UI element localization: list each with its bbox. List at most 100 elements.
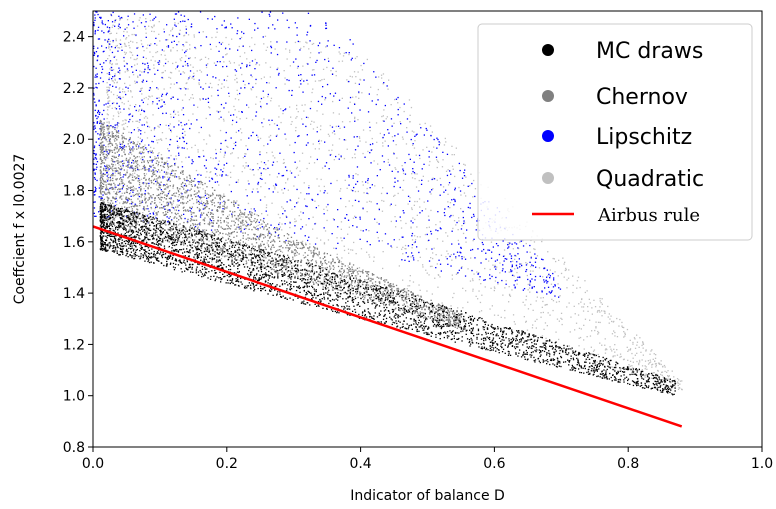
data-point <box>165 202 168 204</box>
data-point <box>325 206 328 208</box>
data-point <box>187 189 189 191</box>
data-point <box>626 346 628 348</box>
data-point <box>411 252 413 254</box>
data-point <box>250 238 252 240</box>
data-point <box>220 142 222 145</box>
data-point <box>316 110 318 112</box>
data-point <box>144 70 146 72</box>
data-point <box>319 269 322 272</box>
data-point <box>288 234 290 236</box>
data-point <box>250 251 252 253</box>
data-point <box>318 251 320 253</box>
data-point <box>293 243 296 245</box>
data-point <box>275 261 277 263</box>
data-point <box>245 153 247 155</box>
data-point <box>198 156 200 158</box>
data-point <box>322 267 324 269</box>
data-point <box>248 18 250 20</box>
data-point <box>136 120 139 122</box>
data-point <box>578 303 580 305</box>
data-point <box>132 41 134 43</box>
data-point <box>190 181 192 183</box>
data-point <box>147 67 149 69</box>
data-point <box>208 240 210 242</box>
data-point <box>301 247 303 250</box>
data-point <box>138 181 141 184</box>
data-point <box>218 184 220 186</box>
data-point <box>364 297 366 299</box>
data-point <box>95 105 97 107</box>
data-point <box>291 269 293 271</box>
data-point <box>597 310 599 312</box>
data-point <box>464 169 466 171</box>
data-point <box>507 242 509 244</box>
data-point <box>594 355 596 357</box>
data-point <box>169 123 171 125</box>
data-point <box>515 243 518 245</box>
data-point <box>184 94 186 96</box>
data-point <box>277 213 280 216</box>
data-point <box>200 86 202 88</box>
data-point <box>326 45 328 47</box>
data-point <box>460 246 462 249</box>
data-point <box>190 184 193 186</box>
data-point <box>128 138 131 141</box>
data-point <box>96 73 98 75</box>
data-point <box>355 216 357 219</box>
data-point <box>394 194 396 196</box>
data-point <box>121 181 123 183</box>
data-point <box>642 347 644 349</box>
data-point <box>136 143 138 145</box>
data-point <box>471 269 473 272</box>
data-point <box>95 67 97 69</box>
data-point <box>534 248 536 251</box>
data-point <box>100 151 102 153</box>
data-point <box>166 45 168 48</box>
data-point <box>354 149 357 151</box>
data-point <box>260 261 262 263</box>
data-point <box>327 273 329 275</box>
data-point <box>449 202 452 204</box>
data-point <box>152 114 154 116</box>
data-point <box>450 316 452 318</box>
data-point <box>354 190 357 193</box>
data-point <box>366 279 368 281</box>
data-point <box>636 344 638 346</box>
data-point <box>307 12 310 14</box>
data-point <box>621 325 623 327</box>
data-point <box>346 148 348 150</box>
data-point <box>263 168 265 170</box>
data-point <box>410 138 412 141</box>
data-point <box>371 184 373 186</box>
data-point <box>139 105 141 107</box>
data-point <box>310 52 312 54</box>
data-point <box>109 176 111 179</box>
data-point <box>534 261 537 263</box>
data-point <box>95 74 97 76</box>
data-point <box>173 18 175 20</box>
data-point <box>170 72 173 74</box>
data-point <box>116 136 118 138</box>
data-point <box>473 215 475 217</box>
data-point <box>189 64 192 66</box>
data-point <box>413 298 415 300</box>
data-point <box>188 156 190 158</box>
data-point <box>101 197 103 199</box>
data-point <box>349 101 351 103</box>
data-point <box>402 189 404 191</box>
data-point <box>211 178 214 180</box>
data-point <box>120 43 122 45</box>
data-point <box>158 182 160 185</box>
data-point <box>207 202 209 205</box>
data-point <box>122 88 124 90</box>
data-point <box>592 357 594 359</box>
data-point <box>250 220 252 223</box>
data-point <box>154 73 156 75</box>
data-point <box>449 316 452 318</box>
data-point <box>138 156 141 158</box>
data-point <box>412 255 414 257</box>
data-point <box>293 232 296 234</box>
data-point <box>449 255 451 258</box>
data-point <box>337 258 339 260</box>
data-point <box>568 302 570 304</box>
